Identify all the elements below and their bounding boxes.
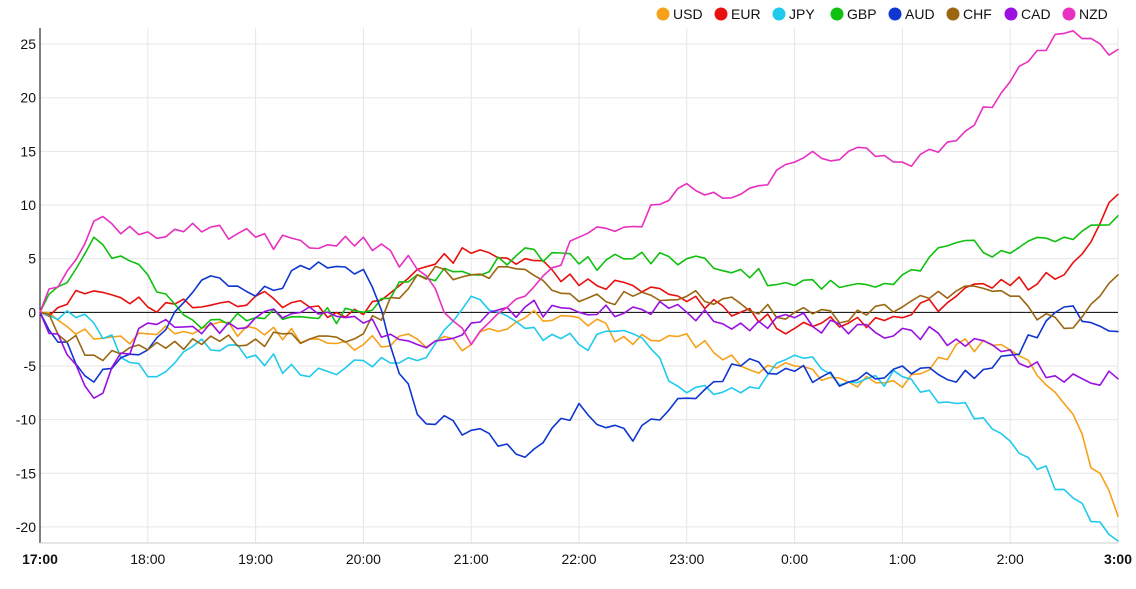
y-tick-label: 5 xyxy=(28,251,36,267)
legend-swatch xyxy=(888,7,902,21)
x-tick-label: 2:00 xyxy=(997,551,1024,567)
legend-swatch xyxy=(1062,7,1076,21)
legend-item-chf[interactable]: CHF xyxy=(946,6,992,22)
legend-label: CHF xyxy=(963,6,992,22)
y-tick-label: 20 xyxy=(20,90,36,106)
legend-swatch xyxy=(772,7,786,21)
x-tick-label: 20:00 xyxy=(346,551,381,567)
series-line-jpy xyxy=(39,295,1119,542)
legend-label: JPY xyxy=(789,6,815,22)
legend-label: USD xyxy=(673,6,703,22)
y-tick-label: -20 xyxy=(16,519,36,535)
series-line-usd xyxy=(39,309,1119,517)
series-line-chf xyxy=(39,265,1119,362)
legend-swatch xyxy=(714,7,728,21)
legend-item-jpy[interactable]: JPY xyxy=(772,6,816,22)
series-line-gbp xyxy=(39,215,1119,330)
x-tick-label: 22:00 xyxy=(561,551,596,567)
legend-label: NZD xyxy=(1079,6,1108,22)
axes: 17:00 18:00 19:00 20:00 21:00 22:00 23:00 0:00 1… xyxy=(16,28,1132,567)
legend-item-gbp[interactable]: GBP xyxy=(830,6,877,22)
legend-swatch xyxy=(656,7,670,21)
series-line-aud xyxy=(39,261,1119,458)
y-tick-label: 10 xyxy=(20,197,36,213)
legend-swatch xyxy=(946,7,960,21)
legend-item-usd[interactable]: USD xyxy=(656,6,703,22)
y-tick-label: 15 xyxy=(20,143,36,159)
legend-label: CAD xyxy=(1021,6,1051,22)
legend-item-eur[interactable]: EUR xyxy=(714,6,761,22)
legend: USD EUR JPY GBP AUD CHF CAD NZD xyxy=(656,6,1108,22)
x-tick-label: 19:00 xyxy=(238,551,273,567)
y-tick-label: 25 xyxy=(20,36,36,52)
y-tick-label: -10 xyxy=(16,412,36,428)
legend-item-cad[interactable]: CAD xyxy=(1004,6,1051,22)
series-line-cad xyxy=(39,299,1119,399)
x-tick-label: 3:00 xyxy=(1104,551,1132,567)
legend-label: AUD xyxy=(905,6,935,22)
x-tick-label: 1:00 xyxy=(889,551,916,567)
x-tick-label: 23:00 xyxy=(669,551,704,567)
y-tick-label: -5 xyxy=(24,358,37,374)
x-tick-label: 0:00 xyxy=(781,551,808,567)
legend-label: EUR xyxy=(731,6,761,22)
legend-label: GBP xyxy=(847,6,877,22)
y-tick-label: 0 xyxy=(28,304,36,320)
series-line-nzd xyxy=(39,30,1119,346)
x-tick-label: 21:00 xyxy=(454,551,489,567)
legend-item-aud[interactable]: AUD xyxy=(888,6,935,22)
x-tick-label: 18:00 xyxy=(130,551,165,567)
y-tick-label: -15 xyxy=(16,465,36,481)
x-tick-label: 17:00 xyxy=(22,551,58,567)
legend-item-nzd[interactable]: NZD xyxy=(1062,6,1108,22)
series-line-eur xyxy=(39,193,1119,335)
series-lines xyxy=(39,30,1119,542)
legend-swatch xyxy=(830,7,844,21)
legend-swatch xyxy=(1004,7,1018,21)
